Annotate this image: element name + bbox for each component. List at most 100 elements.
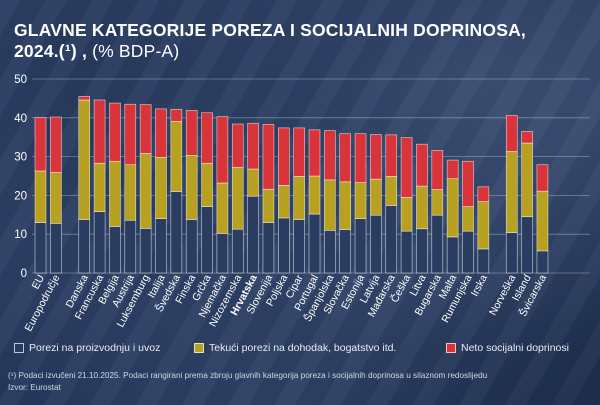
- bar-norveška-series-2: [505, 151, 518, 233]
- bar-island-series-1: [521, 216, 533, 274]
- chart-title-main: GLAVNE KATEGORIJE POREZA I SOCIJALNIH DO…: [14, 20, 526, 61]
- x-tick-label-28: Irska: [469, 273, 490, 299]
- bar-malta-series-3: [446, 159, 459, 180]
- y-tick-label-40: 40: [14, 113, 27, 125]
- legend-item-production-taxes: Porezi na proizvodnju i uvoz: [14, 342, 160, 354]
- y-tick-label-50: 50: [14, 74, 27, 86]
- bar-francuska-series-1: [93, 211, 106, 274]
- bar-češka-series-1: [400, 230, 413, 274]
- source: Izvor: Eurostat: [8, 383, 61, 392]
- bar-mađarska-series-2: [385, 176, 398, 206]
- y-tick-label-30: 30: [14, 152, 27, 164]
- bar-hrvatska-series-2: [247, 168, 259, 197]
- bar-bugarska-series-2: [431, 189, 444, 216]
- bar-italija-series-3: [155, 108, 167, 158]
- bar-poljska-series-3: [277, 127, 290, 186]
- bar-španjolska-series-2: [324, 179, 336, 231]
- bar-švedska-series-2: [170, 120, 183, 192]
- bar-luksemburg-series-1: [139, 228, 152, 274]
- bar-litva-series-3: [416, 143, 428, 187]
- bar-latvija-series-2: [370, 178, 382, 216]
- bar-finska-series-3: [185, 110, 198, 156]
- bar-poljska-series-1: [277, 217, 290, 274]
- legend-swatch-social-contributions: [446, 343, 456, 353]
- bar-eu-series-3: [34, 117, 47, 172]
- bar-slovenija-series-1: [262, 222, 275, 274]
- bar-grčka-series-3: [201, 112, 213, 164]
- bar-belgija-series-1: [109, 226, 121, 274]
- bar-nizozemska-series-3: [231, 123, 244, 168]
- chart-title-unit: (% BDP-A): [92, 41, 180, 61]
- bar-italija-series-2: [155, 157, 167, 219]
- bar-njemačka-series-3: [216, 116, 229, 184]
- bar-estonija-series-1: [354, 218, 367, 274]
- bar-eu-series-2: [34, 170, 47, 223]
- legend-swatch-production-taxes: [14, 343, 24, 353]
- bar-italija-series-1: [155, 218, 167, 274]
- bar-litva-series-2: [416, 185, 428, 230]
- bar-francuska-series-2: [93, 162, 106, 212]
- bar-finska-series-1: [185, 219, 198, 274]
- bar-estonija-series-3: [354, 133, 367, 183]
- bar-island-series-3: [521, 131, 533, 144]
- bar-austrija-series-3: [124, 103, 137, 166]
- bar-nizozemska-series-1: [231, 228, 244, 274]
- bar-irska-series-3: [477, 186, 490, 202]
- legend-label-social-contributions: Neto socijalni doprinosi: [461, 342, 569, 354]
- bar-belgija-series-2: [109, 160, 121, 227]
- bar-bugarska-series-1: [431, 214, 444, 274]
- notes: (¹) Podaci izvučeni 21.10.2025. Podaci r…: [8, 370, 487, 394]
- legend: Porezi na proizvodnju i uvoz Tekući pore…: [14, 342, 594, 356]
- bar-češka-series-3: [400, 137, 413, 198]
- chart-title: GLAVNE KATEGORIJE POREZA I SOCIJALNIH DO…: [14, 20, 574, 62]
- bar-španjolska-series-1: [324, 230, 336, 274]
- bar-slovenija-series-3: [262, 124, 275, 190]
- bar-slovačka-series-2: [339, 181, 351, 230]
- bar-francuska-series-3: [93, 99, 106, 164]
- bar-hrvatska-series-1: [247, 195, 259, 274]
- bar-danska-series-3: [78, 96, 91, 101]
- bar-švedska-series-1: [170, 191, 183, 274]
- bar-njemačka-series-1: [216, 233, 229, 274]
- bar-austrija-series-2: [124, 164, 137, 221]
- bar-švicarska-series-1: [536, 250, 549, 274]
- bar-portugal-series-3: [308, 129, 321, 177]
- bar-švicarska-series-2: [536, 190, 549, 252]
- bar-danska-series-1: [78, 219, 91, 274]
- bar-europodručje-series-3: [50, 116, 62, 173]
- bar-latvija-series-1: [370, 214, 382, 274]
- bar-hrvatska-series-3: [247, 122, 259, 170]
- bar-mađarska-series-1: [385, 205, 398, 274]
- y-tick-label-0: 0: [21, 268, 27, 280]
- bar-irska-series-2: [477, 201, 490, 250]
- bar-španjolska-series-3: [324, 130, 336, 181]
- bar-mađarska-series-3: [385, 134, 398, 177]
- legend-label-production-taxes: Porezi na proizvodnju i uvoz: [29, 342, 161, 354]
- legend-item-income-taxes: Tekući porezi na dohodak, bogatstvo itd.: [194, 342, 396, 354]
- bar-rumunjska-series-1: [462, 230, 474, 274]
- bar-njemačka-series-2: [216, 182, 229, 234]
- bar-norveška-series-3: [505, 115, 518, 152]
- bar-švicarska-series-3: [536, 164, 549, 192]
- bar-slovačka-series-3: [339, 133, 351, 183]
- bar-malta-series-2: [446, 178, 459, 238]
- bar-europodručje-series-1: [50, 223, 62, 274]
- y-tick-label-20: 20: [14, 190, 27, 202]
- bar-danska-series-2: [78, 99, 91, 220]
- bar-slovenija-series-2: [262, 188, 275, 223]
- bar-nizozemska-series-2: [231, 167, 244, 230]
- bar-cipar-series-2: [293, 176, 305, 220]
- bar-grčka-series-1: [201, 206, 213, 274]
- bar-estonija-series-2: [354, 182, 367, 219]
- bar-slovačka-series-1: [339, 229, 351, 274]
- bar-litva-series-1: [416, 228, 428, 274]
- bar-švedska-series-3: [170, 108, 183, 122]
- bar-cipar-series-1: [293, 219, 305, 274]
- footnote: (¹) Podaci izvučeni 21.10.2025. Podaci r…: [8, 371, 488, 380]
- bar-cipar-series-3: [293, 127, 305, 177]
- bar-irska-series-1: [477, 248, 490, 274]
- bar-europodručje-series-2: [50, 172, 62, 224]
- y-tick-label-10: 10: [14, 229, 27, 241]
